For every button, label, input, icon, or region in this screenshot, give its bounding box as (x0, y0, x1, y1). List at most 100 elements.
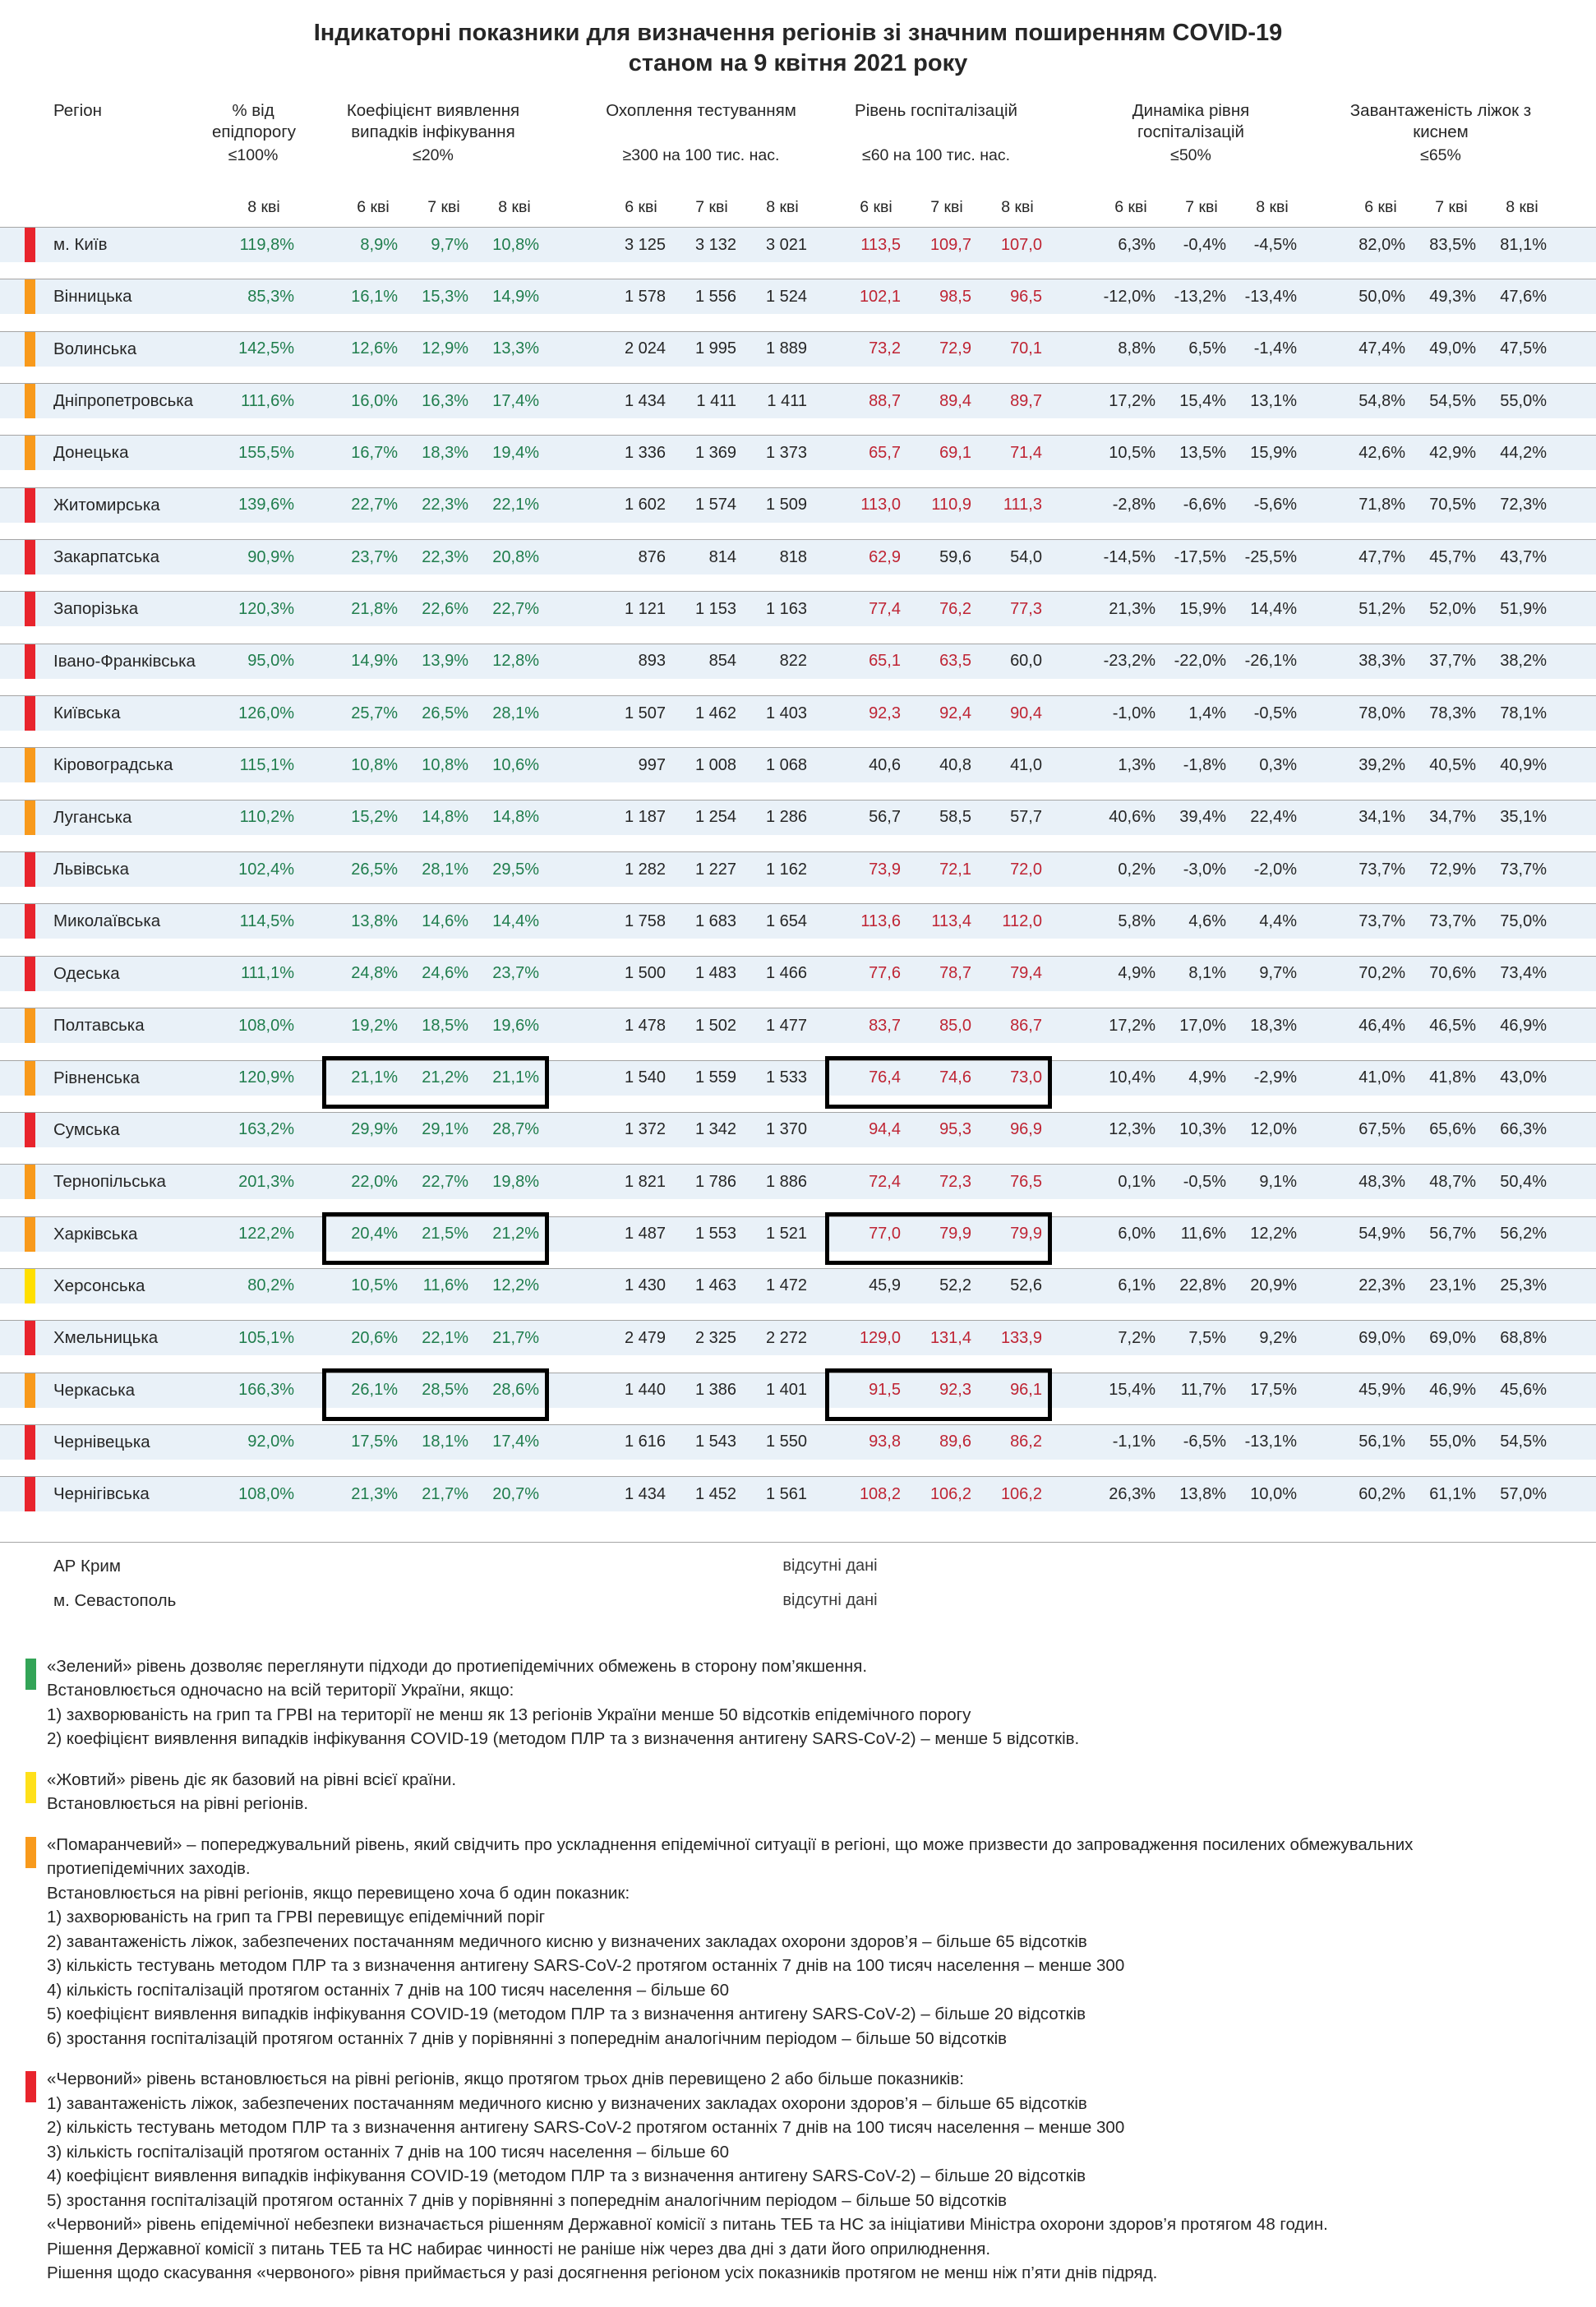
dynamics-value: -0,5% (1183, 1172, 1226, 1191)
column-threshold-beds: ≤65% (1420, 146, 1461, 164)
epid-value: 115,1% (239, 755, 294, 774)
hosp-value: 133,9 (1000, 1328, 1042, 1347)
coef-value: 10,8% (422, 755, 468, 774)
dynamics-value: 9,2% (1259, 1328, 1297, 1347)
epid-value: 119,8% (239, 235, 294, 254)
coef-value: 28,1% (492, 704, 539, 722)
legend-line: 1) захворюваність на грип та ГРВІ на тер… (47, 1705, 971, 1724)
test-value: 1 369 (694, 443, 736, 462)
legend-line: 4) кількість госпіталізацій протягом ост… (47, 1980, 730, 2000)
level-orange-marker-icon (25, 800, 35, 835)
region-cell: Херсонська (0, 1268, 212, 1303)
hosp-value: 72,1 (939, 860, 971, 879)
table-header-dates: 8 кві 6 кві 7 кві 8 кві 6 кві 7 кві 8 кві 6 кві… (0, 198, 1596, 217)
region-name: Кіровоградська (53, 755, 173, 775)
region-cell: Миколаївська (0, 904, 212, 939)
beds-value: 47,6% (1500, 287, 1547, 306)
table-row: Чернігівська 108,0% 21,3% 21,7% 20,7% 1 434 1 … (0, 1476, 1596, 1528)
column-date-label: 6 кві (860, 198, 893, 216)
epid-value: 114,5% (239, 911, 294, 930)
table-row: Одеська 111,1% 24,8% 24,6% 23,7% 1 500 1 483 1 … (0, 955, 1596, 1008)
test-value: 1 286 (765, 808, 807, 827)
beds-value: 44,2% (1500, 443, 1547, 462)
test-value: 854 (708, 652, 736, 671)
epid-value: 80,2% (247, 1276, 294, 1295)
test-value: 997 (638, 755, 666, 774)
hosp-value: 108,2 (859, 1484, 901, 1503)
coef-value: 28,6% (492, 1381, 539, 1400)
beds-value: 50,4% (1500, 1172, 1547, 1191)
test-value: 1 153 (694, 599, 736, 618)
level-red-marker-icon (25, 1112, 35, 1147)
beds-value: 72,3% (1500, 496, 1547, 514)
epid-value: 126,0% (238, 704, 294, 722)
legend: «Зелений» рівень дозволяє переглянути пі… (0, 1654, 1596, 2286)
region-cell: Запорізька (0, 592, 212, 627)
beds-value: 75,0% (1500, 911, 1547, 930)
hosp-value: 76,4 (869, 1068, 901, 1087)
coef-value: 16,3% (422, 391, 468, 410)
hosp-value: 102,1 (859, 287, 901, 306)
beds-value: 46,9% (1429, 1381, 1476, 1400)
coef-value: 26,5% (422, 704, 468, 722)
hosp-value: 71,4 (1010, 443, 1042, 462)
level-orange-marker-icon (25, 1165, 35, 1200)
column-group-label-coef: Коефіцієнт виявлення випадків інфікуванн… (346, 101, 520, 141)
table-row-band: Рівненська 120,9% 21,1% 21,2% 21,1% 1 540 1 55… (0, 1055, 1596, 1109)
column-date-label: 6 кві (1364, 198, 1397, 216)
beds-value: 83,5% (1429, 235, 1476, 254)
legend-orange-marker-icon (25, 1836, 36, 1868)
legend-line: 5) зростання госпіталізацій протягом ост… (47, 2190, 1008, 2210)
dynamics-value: 39,4% (1179, 808, 1226, 827)
coef-value: 21,2% (492, 1225, 539, 1243)
epid-value: 111,1% (241, 964, 294, 983)
coef-value: 13,9% (422, 652, 468, 671)
table-row-band: Івано-Франківська 95,0% 14,9% 13,9% 12,8% 893… (0, 643, 1596, 679)
beds-value: 56,1% (1358, 1433, 1405, 1451)
table-row-band: Запорізька 120,3% 21,8% 22,6% 22,7% 1 121 1 15… (0, 591, 1596, 627)
hosp-value: 113,5 (860, 235, 901, 254)
level-red-marker-icon (25, 696, 35, 731)
region-name: АР Крим (53, 1556, 121, 1576)
epid-value: 111,6% (241, 391, 294, 410)
region-name: Херсонська (53, 1276, 145, 1295)
hosp-value: 96,5 (1010, 287, 1042, 306)
dynamics-value: 6,5% (1188, 339, 1226, 358)
hosp-value: 92,4 (939, 704, 971, 722)
beds-value: 41,0% (1358, 1068, 1405, 1087)
region-cell: м. Київ (0, 228, 212, 262)
test-value: 1 995 (694, 339, 736, 358)
beds-value: 46,5% (1429, 1016, 1476, 1035)
coef-value: 26,5% (351, 860, 398, 879)
coef-value: 13,3% (492, 339, 539, 358)
beds-value: 82,0% (1358, 235, 1405, 254)
beds-value: 49,3% (1429, 287, 1476, 306)
coef-value: 8,9% (360, 235, 398, 254)
hosp-value: 40,6 (869, 755, 901, 774)
test-value: 1 507 (624, 704, 666, 722)
dynamics-value: -2,9% (1253, 1068, 1297, 1087)
coef-value: 21,5% (422, 1225, 468, 1243)
coef-value: 29,9% (351, 1120, 398, 1139)
hosp-value: 77,4 (869, 599, 901, 618)
level-red-marker-icon (25, 592, 35, 627)
test-value: 3 125 (624, 235, 666, 254)
beds-value: 34,1% (1358, 808, 1405, 827)
table-row-band: Полтавська 108,0% 19,2% 18,5% 19,6% 1 478 1 50… (0, 1008, 1596, 1044)
dynamics-value: -22,0% (1174, 652, 1226, 671)
epid-value: 92,0% (247, 1433, 294, 1451)
column-threshold-dyn: ≤50% (1170, 146, 1211, 164)
beds-value: 54,5% (1429, 391, 1476, 410)
epid-value: 155,5% (238, 443, 294, 462)
coef-value: 19,6% (492, 1016, 539, 1035)
table-row-band: Чернігівська 108,0% 21,3% 21,7% 20,7% 1 434 1 … (0, 1476, 1596, 1512)
column-date-label: 8 кві (247, 198, 280, 216)
dynamics-value: 15,4% (1109, 1381, 1155, 1400)
region-name: м. Севастополь (53, 1590, 177, 1610)
column-date-label: 8 кві (1506, 198, 1538, 216)
coef-value: 22,3% (422, 496, 468, 514)
hosp-value: 79,9 (1010, 1225, 1042, 1243)
beds-value: 70,6% (1429, 964, 1476, 983)
test-value: 1 336 (624, 443, 666, 462)
column-date-label: 7 кві (1185, 198, 1218, 216)
